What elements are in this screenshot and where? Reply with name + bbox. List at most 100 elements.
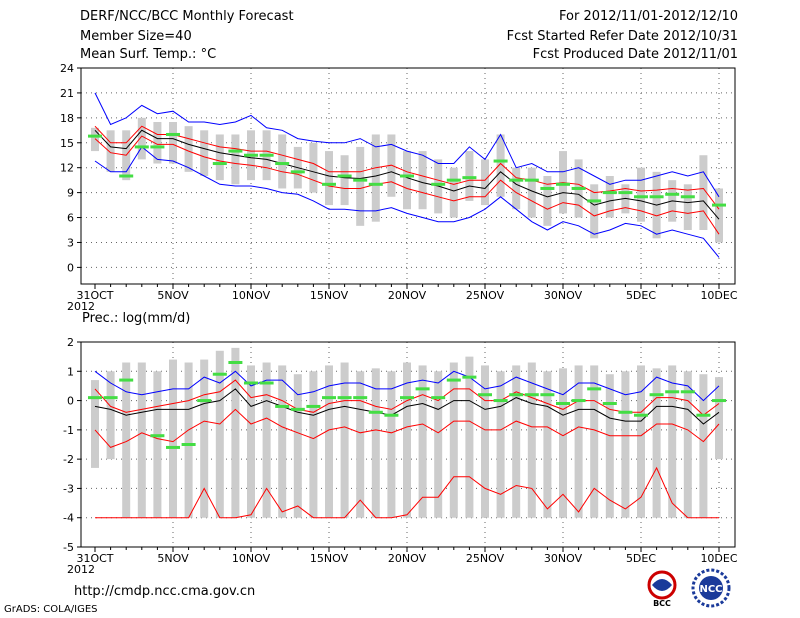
obs-mark — [337, 174, 352, 178]
y-tick-label: 9 — [67, 187, 74, 200]
y-tick-label: 1 — [67, 365, 74, 378]
ensemble-box — [200, 359, 209, 518]
obs-mark — [509, 178, 524, 182]
ensemble-box — [715, 188, 723, 243]
ensemble-box — [325, 151, 333, 206]
source-url[interactable]: http://cmdp.ncc.cma.gov.cn — [74, 584, 256, 599]
series-lower — [94, 408, 720, 448]
obs-mark — [462, 176, 477, 180]
ensemble-box — [137, 117, 146, 160]
ensemble-box — [293, 374, 302, 518]
x-tick-label: 5DEC — [626, 552, 656, 565]
x-tick-label: 31OCT — [76, 552, 113, 565]
y-tick-label: 21 — [60, 87, 74, 100]
ensemble-box — [137, 362, 146, 518]
ensemble-box — [262, 362, 271, 518]
obs-mark — [540, 393, 555, 397]
y-tick-label: 2 — [67, 336, 74, 349]
ensemble-box — [325, 365, 333, 518]
ensemble-box — [418, 365, 427, 518]
x-tick-label: 10DEC — [700, 289, 737, 302]
ensemble-box — [371, 134, 380, 222]
obs-mark — [212, 372, 227, 376]
ensemble-box — [356, 146, 365, 226]
ensemble-box — [496, 134, 505, 197]
ensemble-box — [371, 368, 380, 518]
obs-mark — [166, 132, 180, 136]
obs-mark — [680, 390, 695, 394]
y-tick-label: -2 — [63, 453, 74, 466]
obs-mark — [665, 192, 680, 196]
obs-mark — [524, 178, 539, 182]
forecast-period: For 2012/11/01-2012/12/10 — [559, 9, 738, 24]
obs-mark — [166, 445, 180, 449]
obs-mark — [322, 182, 336, 186]
ensemble-box — [574, 365, 583, 518]
bcc-logo: BCC — [642, 568, 682, 608]
obs-mark — [571, 399, 586, 403]
x-tick-label: 5NOV — [157, 289, 189, 302]
obs-mark — [602, 191, 617, 195]
obs-mark — [290, 407, 305, 411]
y-tick-label: 12 — [60, 162, 74, 175]
series-min — [94, 146, 720, 258]
obs-mark — [446, 378, 461, 382]
ensemble-box — [481, 159, 489, 206]
ensemble-box — [637, 365, 645, 518]
obs-mark — [712, 203, 726, 207]
obs-mark — [306, 404, 321, 408]
obs-mark — [400, 174, 414, 178]
ensemble-box — [278, 134, 287, 189]
ensemble-box — [247, 365, 255, 518]
obs-mark — [353, 178, 368, 182]
obs-mark — [384, 413, 399, 417]
series-max — [94, 370, 720, 402]
obs-mark — [618, 191, 633, 195]
obs-mark — [119, 378, 134, 382]
ensemble-box — [169, 122, 177, 164]
obs-mark — [634, 195, 648, 199]
ensemble-box — [527, 362, 536, 518]
ensemble-box — [340, 155, 349, 206]
ensemble-box — [465, 356, 474, 518]
member-size: Member Size=40 — [80, 29, 192, 44]
x-tick-label: 20NOV — [388, 289, 427, 302]
obs-mark — [337, 396, 352, 400]
ensemble-box — [231, 134, 240, 185]
obs-mark — [181, 443, 196, 446]
x-tick-label: 30NOV — [544, 289, 583, 302]
x-tick-label: 20NOV — [388, 552, 427, 565]
ensemble-box — [652, 368, 661, 518]
obs-mark — [103, 396, 118, 400]
start-date: Fcst Started Refer Date 2012/10/31 — [506, 29, 738, 44]
obs-mark — [431, 182, 446, 186]
x-tick-label: 31OCT — [76, 289, 113, 302]
x-tick-label: 5NOV — [157, 552, 189, 565]
obs-mark — [462, 375, 477, 379]
ensemble-box — [512, 365, 521, 518]
ensemble-box — [403, 362, 411, 518]
grads-credit: GrADS: COLA/IGES — [4, 604, 98, 615]
obs-mark — [649, 393, 664, 397]
ensemble-box — [106, 371, 115, 460]
obs-mark — [446, 178, 461, 182]
series-mean — [94, 388, 720, 425]
series-max — [94, 92, 720, 198]
ensemble-box — [699, 374, 708, 518]
obs-mark — [587, 199, 602, 203]
ensemble-box — [403, 151, 411, 210]
ensemble-box — [91, 380, 99, 468]
ensemble-box — [590, 184, 599, 239]
x-tick-label: 10NOV — [232, 552, 271, 565]
y-tick-label: 0 — [67, 395, 74, 408]
series-upper — [94, 125, 720, 210]
y-tick-label: -5 — [63, 541, 74, 554]
x-tick-label: 2012 — [67, 563, 95, 576]
x-tick-label: 15NOV — [310, 289, 349, 302]
obs-mark — [696, 413, 711, 417]
ensemble-box — [153, 122, 162, 164]
panel-title: Prec.: log(mm/d) — [82, 311, 190, 326]
ensemble-box — [309, 371, 318, 518]
